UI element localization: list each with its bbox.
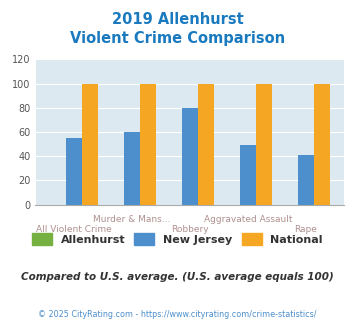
- Bar: [198, 83, 214, 205]
- Text: © 2025 CityRating.com - https://www.cityrating.com/crime-statistics/: © 2025 CityRating.com - https://www.city…: [38, 310, 317, 319]
- Text: 2019 Allenhurst: 2019 Allenhurst: [111, 12, 244, 26]
- Bar: [256, 83, 272, 205]
- Text: Murder & Mans...: Murder & Mans...: [93, 215, 171, 224]
- Text: All Violent Crime: All Violent Crime: [36, 225, 112, 234]
- Text: Violent Crime Comparison: Violent Crime Comparison: [70, 31, 285, 46]
- Bar: [314, 83, 330, 205]
- Bar: [298, 155, 314, 205]
- Bar: [66, 138, 82, 205]
- Bar: [240, 145, 256, 205]
- Bar: [82, 83, 98, 205]
- Legend: Allenhurst, New Jersey, National: Allenhurst, New Jersey, National: [29, 230, 326, 248]
- Text: Compared to U.S. average. (U.S. average equals 100): Compared to U.S. average. (U.S. average …: [21, 272, 334, 282]
- Text: Rape: Rape: [295, 225, 317, 234]
- Bar: [182, 108, 198, 205]
- Bar: [124, 132, 140, 205]
- Text: Aggravated Assault: Aggravated Assault: [204, 215, 292, 224]
- Text: Robbery: Robbery: [171, 225, 209, 234]
- Bar: [140, 83, 156, 205]
